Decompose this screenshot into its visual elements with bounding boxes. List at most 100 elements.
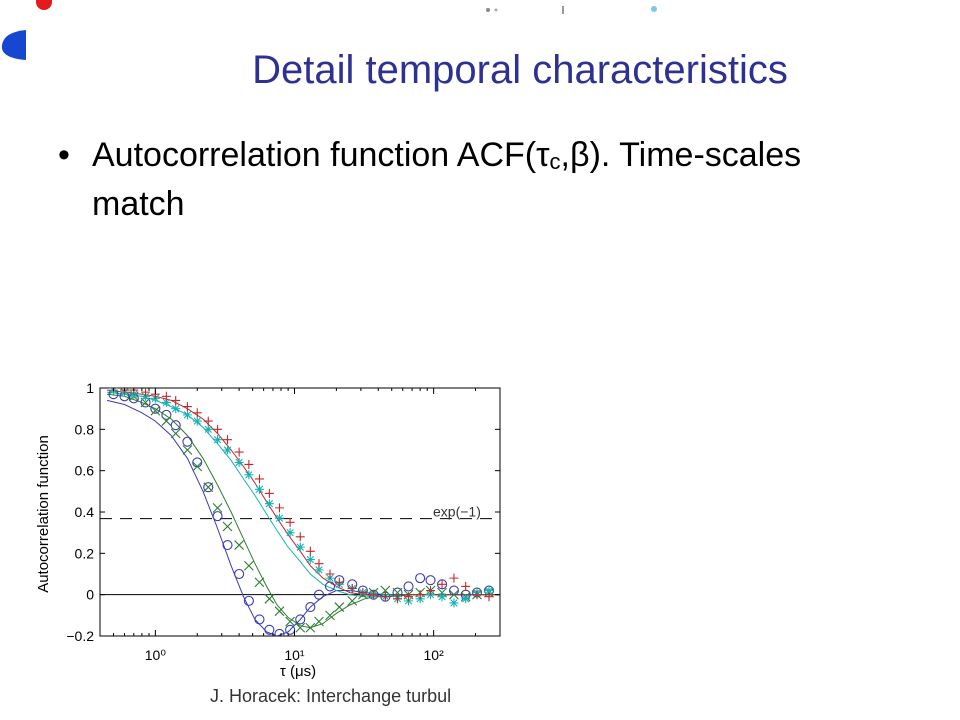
data-point-plus — [437, 579, 447, 589]
data-point-x — [254, 577, 265, 588]
data-point-circle — [254, 614, 265, 625]
data-point-plus — [472, 590, 482, 600]
data-point-asterisk — [285, 528, 295, 538]
data-point-plus — [334, 577, 344, 587]
data-point-plus — [369, 590, 379, 600]
bullet-text: Autocorrelation function ACF(τc,β). Time… — [92, 134, 892, 225]
data-point-asterisk — [213, 435, 223, 445]
slide-title: Detail temporal characteristics — [252, 48, 788, 92]
data-point-plus — [392, 594, 402, 604]
data-point-circle — [234, 568, 245, 580]
y-tick-label: 1 — [86, 380, 94, 396]
x-tick-label: 10¹ — [284, 647, 305, 663]
data-point-circle — [295, 614, 306, 625]
data-point-plus — [484, 592, 494, 602]
data-point-circle — [182, 436, 193, 447]
data-point-asterisk — [203, 424, 213, 434]
bullet-text-before: Autocorrelation function ACF( — [92, 136, 537, 174]
data-point-plus — [358, 588, 368, 598]
data-point-x — [161, 416, 172, 426]
data-point-x — [449, 589, 459, 600]
data-point-asterisk — [192, 416, 202, 426]
x-tick-label: 10⁰ — [145, 647, 167, 663]
data-point-asterisk — [161, 397, 171, 407]
bullet-dot: • — [58, 136, 70, 174]
data-point-asterisk — [449, 598, 459, 608]
y-tick-label: 0.4 — [75, 504, 95, 520]
data-point-circle — [285, 624, 296, 635]
data-point-circle — [222, 540, 233, 551]
data-point-x — [182, 445, 193, 455]
data-point-plus — [203, 416, 213, 426]
data-point-plus — [295, 532, 305, 542]
data-point-asterisk — [234, 457, 244, 467]
data-point-asterisk — [437, 592, 447, 602]
data-point-plus — [305, 546, 315, 556]
data-point-asterisk — [314, 565, 324, 575]
data-point-plus — [461, 581, 471, 591]
data-point-x — [347, 595, 358, 606]
data-point-plus — [274, 503, 284, 513]
tau-symbol: τ — [536, 136, 550, 174]
data-point-asterisk — [461, 594, 471, 604]
data-point-x — [285, 616, 295, 627]
data-point-x — [295, 622, 306, 633]
data-point-x — [150, 405, 161, 416]
data-point-plus — [285, 517, 295, 527]
fit-curve-asterisk — [107, 391, 500, 598]
data-point-circle — [305, 602, 316, 613]
data-point-x — [264, 593, 275, 604]
data-point-plus — [171, 395, 181, 405]
y-tick-label: 0.6 — [75, 463, 95, 479]
y-tick-label: −0.2 — [66, 628, 94, 644]
data-point-circle — [313, 589, 325, 600]
beta-symbol: β — [570, 136, 590, 174]
data-point-circle — [425, 575, 436, 586]
data-point-plus — [213, 424, 223, 434]
subscript-c: c — [549, 149, 561, 174]
data-point-plus — [314, 559, 324, 569]
data-point-x — [243, 560, 254, 571]
data-point-plus — [415, 590, 425, 600]
comma: , — [560, 136, 570, 174]
footer-text: J. Horacek: Interchange turbul — [210, 686, 452, 706]
data-point-x — [192, 461, 203, 472]
data-point-plus — [254, 474, 264, 484]
data-point-asterisk — [244, 470, 254, 480]
data-point-plus — [141, 388, 151, 397]
data-point-x — [203, 482, 214, 493]
data-point-asterisk — [264, 499, 274, 509]
data-point-x — [325, 610, 335, 621]
data-point-circle — [415, 573, 426, 584]
y-tick-label: 0.2 — [75, 545, 95, 561]
data-point-x — [222, 521, 233, 532]
data-point-x — [170, 428, 181, 439]
data-point-asterisk — [305, 555, 315, 565]
data-point-plus — [234, 447, 244, 457]
data-point-asterisk — [274, 513, 284, 523]
data-point-plus — [182, 402, 192, 412]
data-point-asterisk — [223, 445, 233, 455]
data-point-circle — [161, 409, 172, 420]
data-point-circle — [212, 511, 223, 522]
acf-chart: −0.2 0 0.2 0.4 0.6 0.8 1 10⁰ 10¹ 10² exp(−1) Auto… — [35, 380, 501, 680]
data-point-asterisk — [484, 586, 494, 596]
data-point-circle — [264, 624, 275, 635]
data-point-plus — [347, 583, 357, 593]
x-axis-label: τ (μs) — [280, 663, 316, 680]
data-point-asterisk — [171, 404, 181, 414]
data-point-x — [234, 540, 245, 550]
data-point-x — [334, 602, 345, 612]
data-point-plus — [449, 573, 459, 583]
data-point-plus — [404, 592, 414, 602]
data-point-plus — [244, 459, 254, 469]
data-point-circle — [274, 628, 285, 636]
top-red-mark — [36, 0, 52, 10]
top-decoration-strip — [486, 6, 657, 14]
exp-minus-one-label: exp(−1) — [433, 504, 481, 520]
logo-icon — [1, 30, 26, 60]
y-tick-label: 0 — [86, 587, 94, 603]
data-point-x — [305, 622, 316, 633]
data-point-x — [212, 502, 223, 513]
